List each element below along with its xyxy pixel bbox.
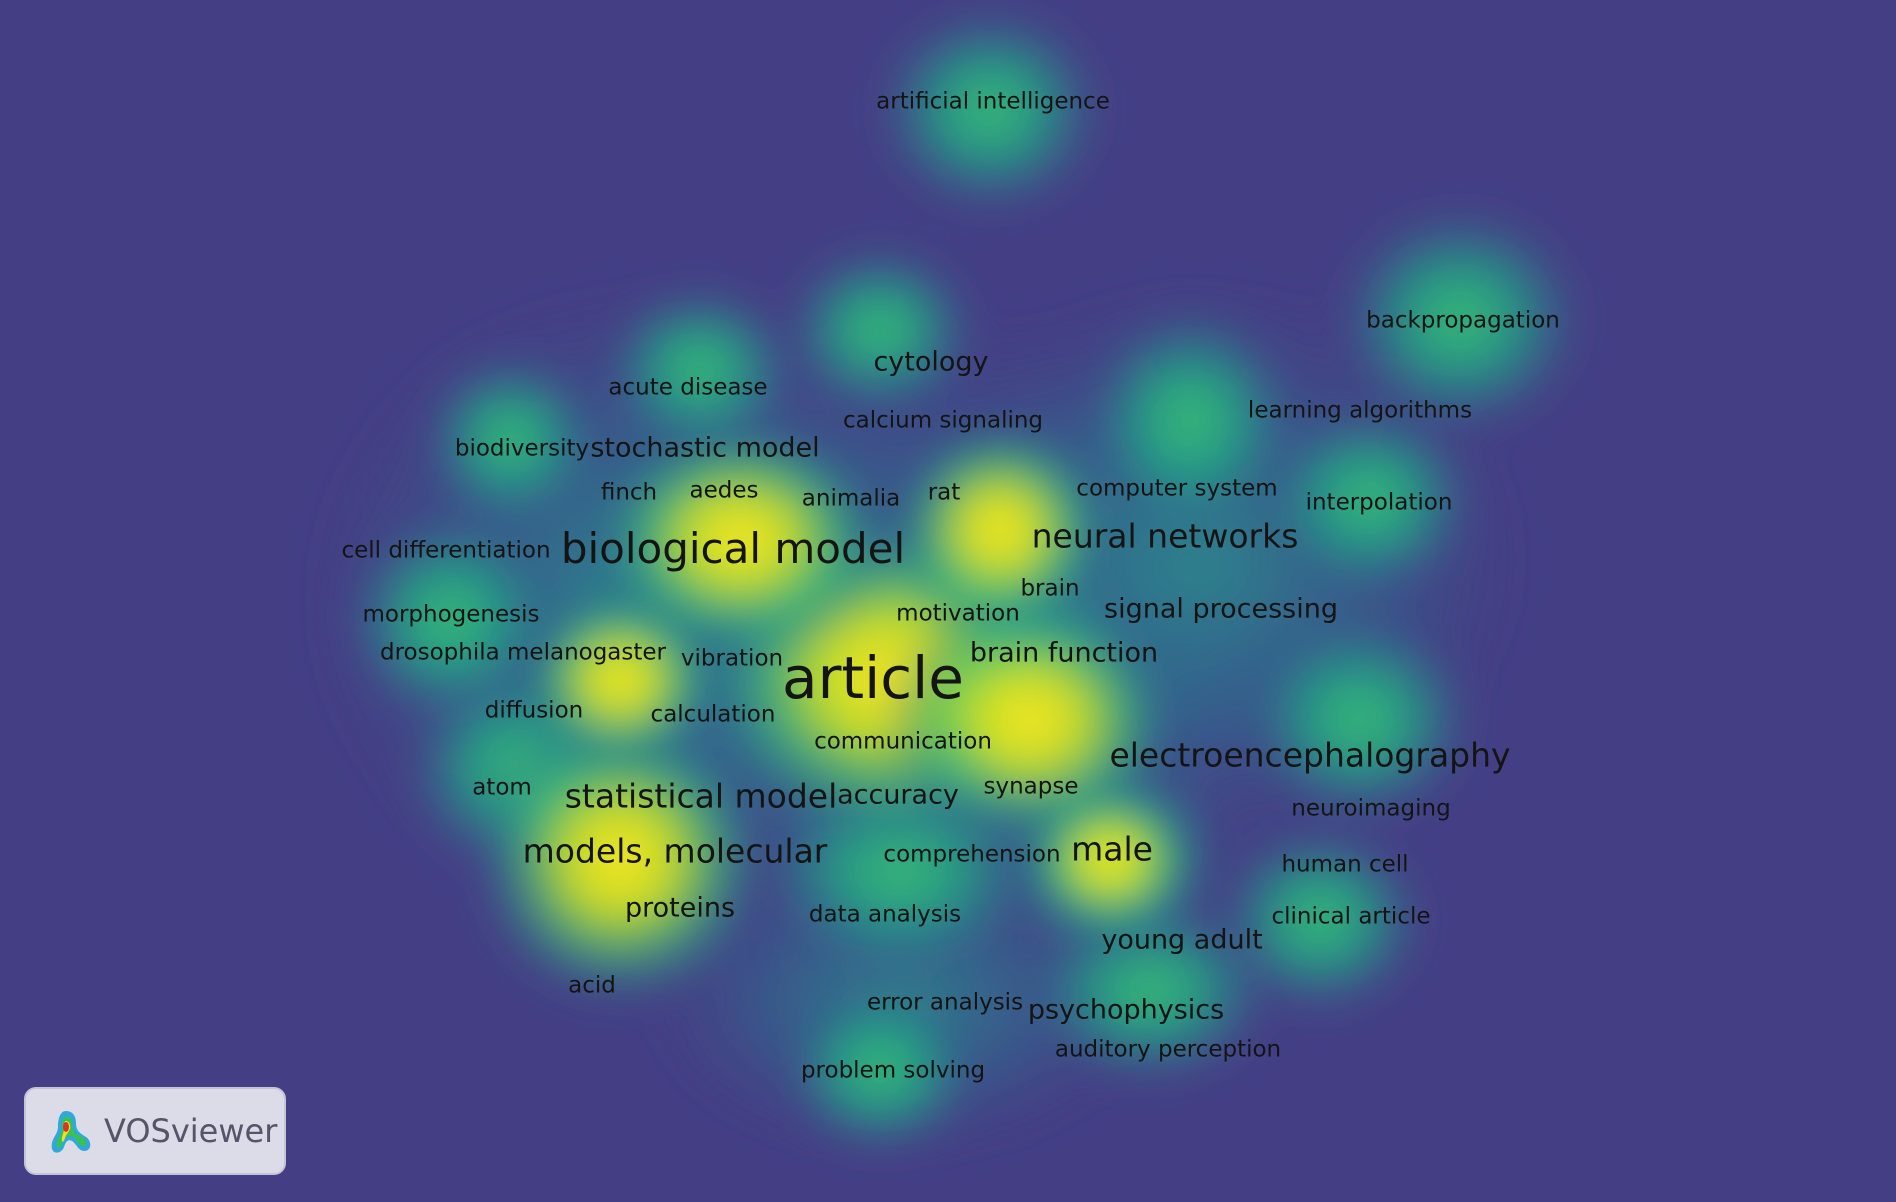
term-cell-differentiation[interactable]: cell differentiation — [341, 537, 551, 564]
term-male[interactable]: male — [1071, 829, 1153, 869]
term-brain-function[interactable]: brain function — [969, 637, 1159, 669]
term-stochastic-model[interactable]: stochastic model — [590, 432, 820, 464]
term-vibration[interactable]: vibration — [680, 645, 784, 672]
term-biodiversity[interactable]: biodiversity — [454, 435, 590, 462]
term-morphogenesis[interactable]: morphogenesis — [362, 601, 540, 628]
term-cytology[interactable]: cytology — [873, 346, 989, 378]
term-human-cell[interactable]: human cell — [1281, 851, 1409, 878]
term-clinical-article[interactable]: clinical article — [1271, 903, 1431, 930]
vosviewer-logo: VOSviewer — [24, 1087, 286, 1175]
term-error-analysis[interactable]: error analysis — [866, 989, 1024, 1016]
term-brain[interactable]: brain — [1020, 575, 1080, 602]
term-aedes[interactable]: aedes — [689, 477, 759, 504]
term-data-analysis[interactable]: data analysis — [808, 901, 962, 928]
term-animalia[interactable]: animalia — [801, 485, 901, 512]
term-backpropagation[interactable]: backpropagation — [1366, 307, 1560, 334]
term-statistical-model[interactable]: statistical model — [564, 776, 838, 816]
term-young-adult[interactable]: young adult — [1101, 924, 1263, 956]
term-problem-solving[interactable]: problem solving — [800, 1057, 986, 1084]
term-article[interactable]: article — [782, 644, 964, 712]
term-electroencephalography[interactable]: electroencephalography — [1109, 735, 1511, 775]
term-learning-algorithms[interactable]: learning algorithms — [1247, 397, 1473, 424]
term-drosophila-melanogaster[interactable]: drosophila melanogaster — [379, 639, 667, 666]
term-proteins[interactable]: proteins — [624, 892, 736, 924]
term-signal-processing[interactable]: signal processing — [1104, 593, 1338, 625]
term-calculation[interactable]: calculation — [650, 701, 776, 728]
term-accuracy[interactable]: accuracy — [837, 779, 959, 811]
term-finch[interactable]: finch — [600, 479, 658, 506]
term-comprehension[interactable]: comprehension — [883, 841, 1061, 868]
term-interpolation[interactable]: interpolation — [1305, 489, 1453, 516]
term-artificial-intelligence[interactable]: artificial intelligence — [876, 88, 1110, 115]
term-synapse[interactable]: synapse — [983, 773, 1079, 800]
term-computer-system[interactable]: computer system — [1076, 475, 1278, 502]
term-psychophysics[interactable]: psychophysics — [1027, 994, 1225, 1026]
term-communication[interactable]: communication — [814, 728, 992, 755]
term-neural-networks[interactable]: neural networks — [1031, 516, 1299, 556]
vosviewer-logo-icon — [51, 1111, 91, 1153]
term-models-molecular[interactable]: models, molecular — [522, 831, 828, 871]
term-atom[interactable]: atom — [472, 774, 532, 801]
term-rat[interactable]: rat — [927, 479, 961, 506]
term-motivation[interactable]: motivation — [896, 600, 1020, 627]
term-diffusion[interactable]: diffusion — [484, 697, 584, 724]
term-acute-disease[interactable]: acute disease — [608, 374, 768, 401]
term-acid[interactable]: acid — [568, 972, 616, 999]
term-auditory-perception[interactable]: auditory perception — [1054, 1036, 1282, 1063]
term-calcium-signaling[interactable]: calcium signaling — [842, 407, 1044, 434]
term-neuroimaging[interactable]: neuroimaging — [1291, 795, 1451, 822]
term-biological-model[interactable]: biological model — [560, 524, 906, 573]
vosviewer-logo-text: VOSviewer — [104, 1112, 278, 1150]
